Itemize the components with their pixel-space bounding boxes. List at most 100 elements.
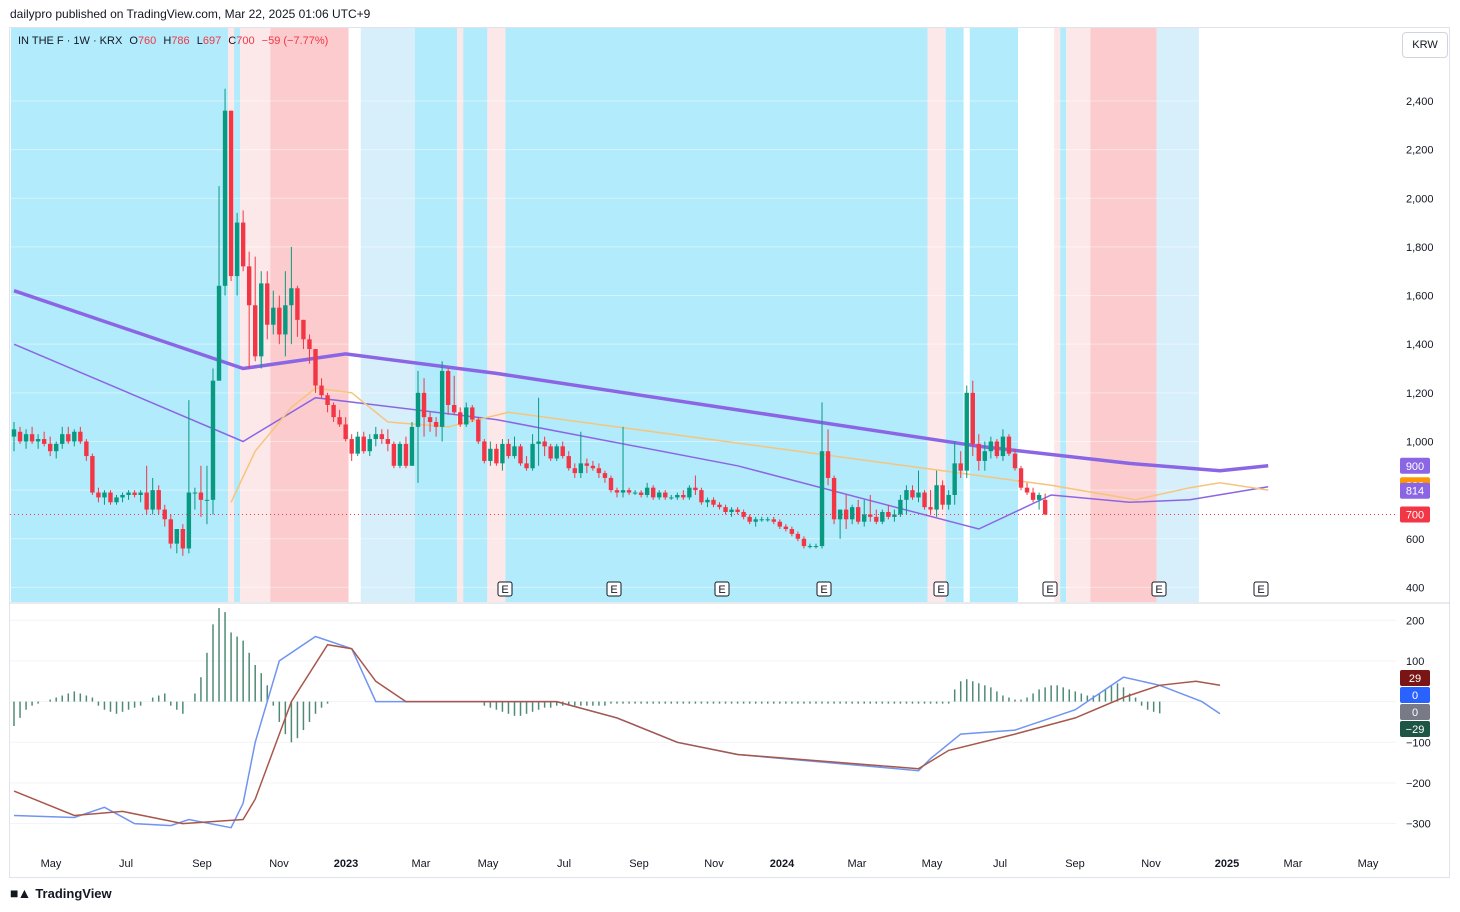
x-tick-label: Mar [1284,858,1303,870]
candle-down [1006,434,1012,457]
candle-up [72,429,77,447]
symbol-label[interactable]: IN THE F · 1W · KRX [18,35,123,47]
candle-down [910,485,915,500]
price-value-badge [1400,457,1430,474]
candle-up [759,516,764,522]
candle-body [337,417,342,425]
candle-body [632,492,638,494]
candle-body [663,492,668,498]
candle-down [1024,482,1030,495]
candle-up [892,509,897,522]
candle-down [958,451,963,478]
earnings-marker [714,581,730,597]
macd-tick-label: 100 [1406,656,1424,668]
candle-down [162,504,167,527]
candle-up [283,271,288,357]
candle-down [17,426,23,444]
candle-up [439,361,445,442]
candle-body [331,404,336,418]
candle-body [801,538,807,547]
candle-down [240,210,246,272]
candle-up [126,490,131,500]
candle-body [156,490,161,510]
candle-up [807,543,813,549]
candle-down [144,465,149,515]
candle-body [614,490,620,493]
candle-down [1018,465,1024,491]
candle-up [536,397,541,466]
candle-body [1012,453,1018,469]
candle-down [584,458,590,474]
candle-body [681,494,686,498]
candle-up [1036,492,1042,510]
price-value-text: 700 [1406,509,1424,521]
candle-down [403,436,409,469]
candle-up [819,402,825,549]
candle-body [650,487,656,498]
candle-down [427,412,433,432]
candle-body [837,509,843,520]
candle-body [807,546,813,548]
candle-body [711,499,716,505]
candle-down [361,431,366,454]
candle-down [795,531,801,542]
bg-zone-lightblue [360,28,415,602]
currency-button[interactable]: KRW [1402,32,1448,58]
candle-body [705,499,710,503]
candle-body [180,529,186,549]
candle-body [283,305,288,335]
candle-up [355,431,360,457]
candle-body [355,436,360,454]
candle-down [868,494,873,522]
earnings-marker-label: E [1257,584,1264,596]
earnings-marker-label: E [610,584,617,596]
candle-down [650,485,656,500]
bg-zone-pink [228,28,235,602]
candle-body [892,514,897,517]
x-tick-label: Nov [704,858,724,870]
candle-body [657,492,662,498]
ohlc-legend: IN THE F · 1W · KRX O760 H786 L697 C700 … [18,35,328,47]
candle-down [970,380,975,457]
candle-down [84,439,89,461]
candle-body [41,439,47,444]
candle-up [729,507,734,517]
candle-body [783,526,789,530]
x-tick-label: Nov [269,858,289,870]
candle-body [162,509,167,520]
candle-body [946,494,951,505]
candle-body [506,443,511,457]
candle-down [783,524,789,532]
candle-up [174,529,180,554]
candle-down [590,460,596,471]
price-tick-label: 400 [1406,582,1424,594]
candle-body [644,487,650,495]
candle-up [880,509,885,525]
candle-body [518,446,523,464]
close-value: 700 [236,35,255,47]
candle-down [663,490,668,500]
candle-body [17,431,23,442]
earnings-marker-label: E [1155,584,1162,596]
candle-down [747,514,752,525]
candle-body [825,451,831,478]
candle-down [379,429,385,444]
candle-body [47,443,53,452]
candle-body [240,222,246,267]
candle-down [451,375,457,415]
candle-down [771,516,776,525]
candle-body [922,492,927,508]
candle-down [638,490,644,498]
earnings-marker-label: E [501,584,508,596]
candle-up [837,509,843,539]
x-tick-label: Mar [412,858,431,870]
candle-down [1012,448,1018,471]
candle-down [445,368,451,415]
x-tick-label: Jul [557,858,571,870]
x-tick-label: 2024 [770,858,795,870]
candle-body [886,512,891,517]
bg-zone-pink [1054,28,1061,602]
candle-body [729,509,734,513]
footer-brand[interactable]: ■▲ TradingView [10,885,112,901]
